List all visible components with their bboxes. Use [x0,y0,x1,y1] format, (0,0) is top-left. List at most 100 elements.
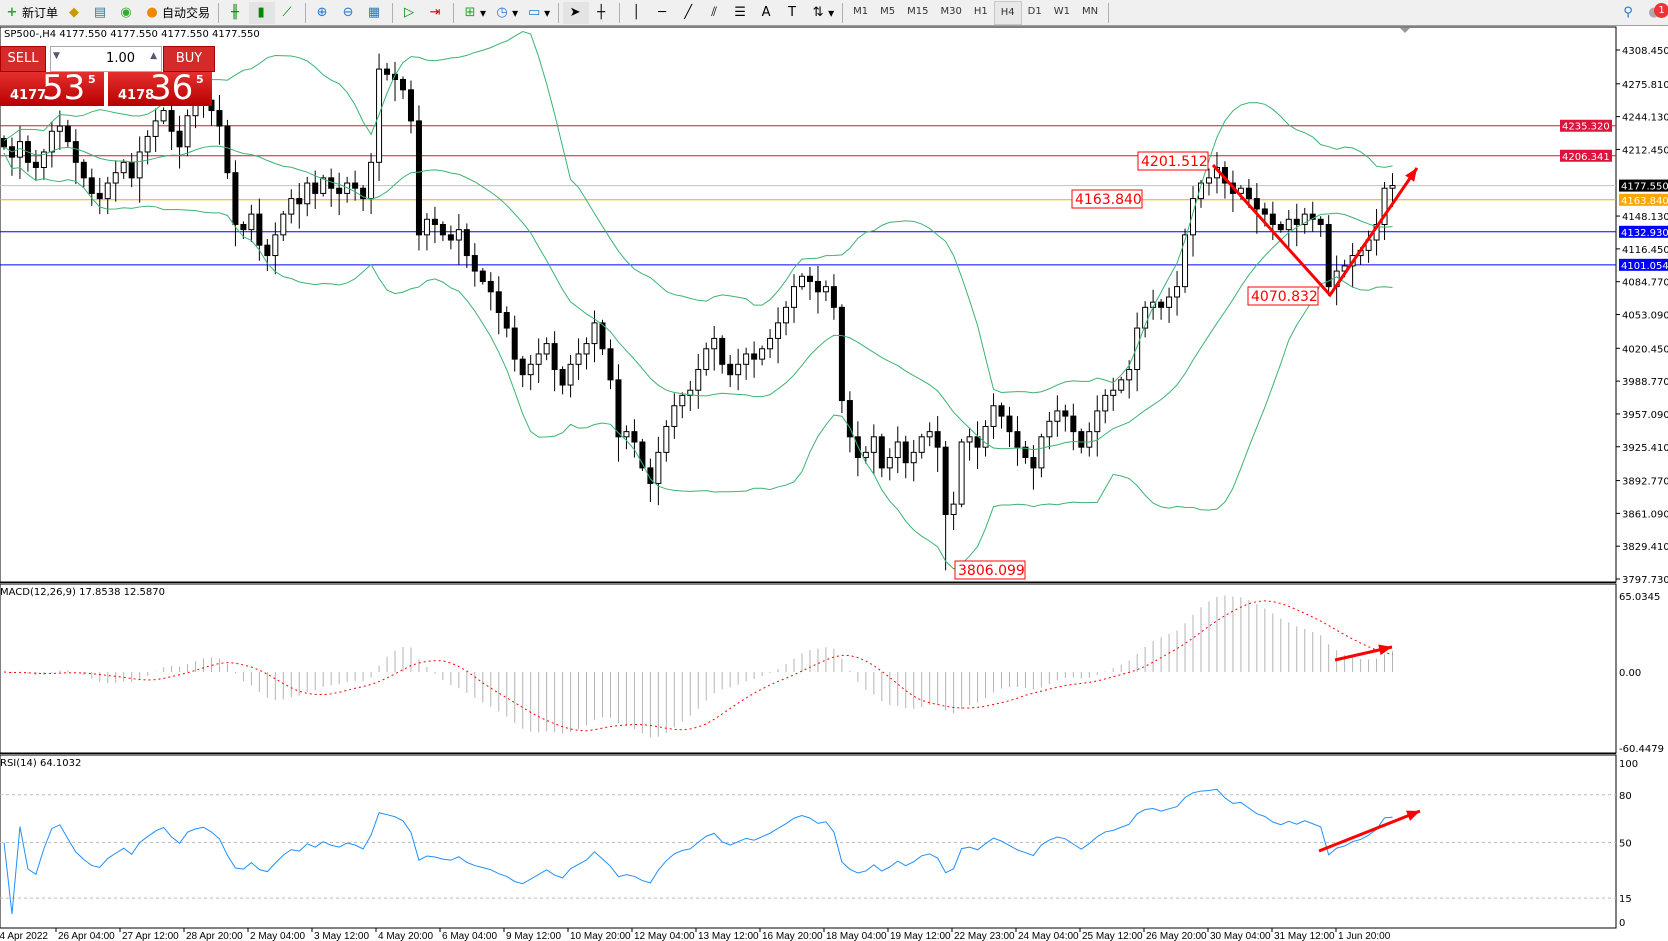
bullish-candle [663,425,670,453]
bullish-candle [152,120,159,137]
horizontal-line-button[interactable]: ─ [650,2,676,24]
auto-scroll-button[interactable]: ▷ [397,2,423,24]
crosshair-button[interactable]: ┼ [589,2,615,24]
bearish-candle [974,436,981,448]
timeframe-m30[interactable]: M30 [940,5,962,17]
buy-price[interactable]: 4178 36 5 [108,68,212,108]
bullish-candle [136,151,143,179]
vertical-line-button[interactable]: │ [624,2,650,24]
zoom-in-button[interactable]: ⊕ [310,2,336,24]
bearish-candle [719,337,726,365]
time-axis-label: 3 May 12:00 [314,931,369,941]
time-axis-label: 9 May 12:00 [506,931,561,941]
search-icon: ⚲ [1623,4,1633,20]
gold-bars-icon: ◆ [69,4,80,20]
bearish-candle [838,306,845,402]
buy-button[interactable]: BUY [163,46,215,72]
bar-chart-button[interactable]: ╫ [223,2,249,24]
notifications-button[interactable]: ●1 [1642,2,1668,24]
bullish-candle [56,125,63,132]
fibonacci-button[interactable]: ☰ [728,2,754,24]
bearish-candle [495,291,502,314]
bullish-candle [1102,394,1109,412]
candlestick-button[interactable]: ▮ [249,1,276,24]
price-line-label: 4101.054 [1621,261,1668,272]
divider [392,2,394,23]
trendline-button[interactable]: ╱ [676,2,702,24]
equidistant-channel-button[interactable]: ⫽ [702,2,728,24]
bullish-candle [735,363,742,376]
bullish-candle [759,348,766,360]
navigator-button[interactable]: ◆ [62,2,88,24]
timeframe-mn[interactable]: MN [1081,5,1099,17]
bearish-candle [400,78,406,91]
price-line-label: 4163.840 [1621,196,1668,207]
timeframe-h4[interactable]: H4 [993,0,1022,25]
arrows-button[interactable]: ⇅ ▾ [806,2,838,24]
tile-icon: ▦ [367,4,381,20]
chart-area[interactable]: 4308.450 4275.810 4244.130 4212.450 4148.130… [0,26,1668,941]
bullish-candle [1166,296,1173,308]
bullish-candle [455,229,462,241]
line-chart-button[interactable]: ⟋ [275,2,301,24]
bollinger-upper [3,30,1393,394]
bullish-candle [767,337,774,350]
signals-button[interactable]: ◉ [114,2,140,24]
rsi-axis-label: 80 [1619,791,1632,802]
bullish-candle [799,275,805,288]
zoom-out-button[interactable]: ⊖ [336,2,362,24]
sell-price[interactable]: 4177 53 5 [0,68,104,108]
auto-trading-button[interactable]: ● 自动交易 [140,2,214,24]
bullish-candle [822,286,829,293]
macd-axis-label: 0.00 [1619,668,1641,679]
price-tick-label: 3892.770 [1622,477,1668,488]
bearish-candle [519,358,526,376]
bearish-candle [1030,457,1037,469]
timeframe-m5[interactable]: M5 [880,5,896,17]
new-order-button[interactable]: + 新订单 [0,2,62,24]
bearish-candle [88,177,95,194]
toolbar: + 新订单 ◆ ▤ ◉ ● 自动交易 ╫ ▮ ⟋ ⊕ ⊖ ▦ ▷ ⇥ ⊞ ▾ ◷ ▾ ▭… [0,0,1668,26]
bearish-candle [447,234,454,241]
price-line-label: 4206.341 [1562,152,1610,163]
sell-button[interactable]: SELL [0,46,46,72]
line-chart-icon: ⟋ [282,4,292,20]
search-button[interactable]: ⚲ [1616,2,1642,24]
text-label-button[interactable]: T [780,2,806,24]
timeframe-m15[interactable]: M15 [907,5,929,17]
timeframe-h1[interactable]: H1 [973,5,988,17]
text-button[interactable]: A [754,2,780,24]
time-axis-label: 1 Jun 20:00 [1338,931,1391,941]
templates-button[interactable]: ▭ ▾ [527,4,551,20]
timeframe-w1[interactable]: W1 [1053,5,1070,17]
bearish-candle [878,436,885,469]
bearish-candle [934,431,941,448]
bullish-candle [535,353,542,365]
lot-size-field[interactable]: ▼ 1.00 ▲ [50,46,162,72]
bearish-candle [415,120,422,236]
lot-decrease-icon[interactable]: ▼ [53,51,60,61]
rsi-trend-arrow [1318,809,1421,853]
bullish-candle [982,425,989,448]
tile-windows-button[interactable]: ▦ [362,2,388,24]
macd-axis-label: 65.0345 [1619,592,1660,603]
bearish-candle [1253,198,1260,210]
bearish-candle [216,110,223,127]
chart-shift-button[interactable]: ⇥ [423,2,449,24]
bullish-candle [775,322,782,339]
text-icon: A [761,4,771,20]
bearish-candle [1277,223,1284,231]
bullish-candle [591,322,598,345]
timeframe-d1[interactable]: D1 [1027,5,1042,17]
bearish-candle [72,141,79,163]
lot-increase-icon[interactable]: ▲ [150,51,157,61]
lot-size-value[interactable]: 1.00 [106,51,135,66]
bearish-candle [647,467,654,484]
price-tick-label: 4053.090 [1622,311,1668,322]
timeframe-m1[interactable]: M1 [853,5,869,17]
bearish-candle [631,431,638,443]
cursor-button[interactable]: ➤ [563,1,590,24]
indicators-button[interactable]: ⊞ ▾ [458,2,490,24]
periods-button[interactable]: ◷ ▾ [490,2,522,24]
terminal-button[interactable]: ▤ [88,2,114,24]
